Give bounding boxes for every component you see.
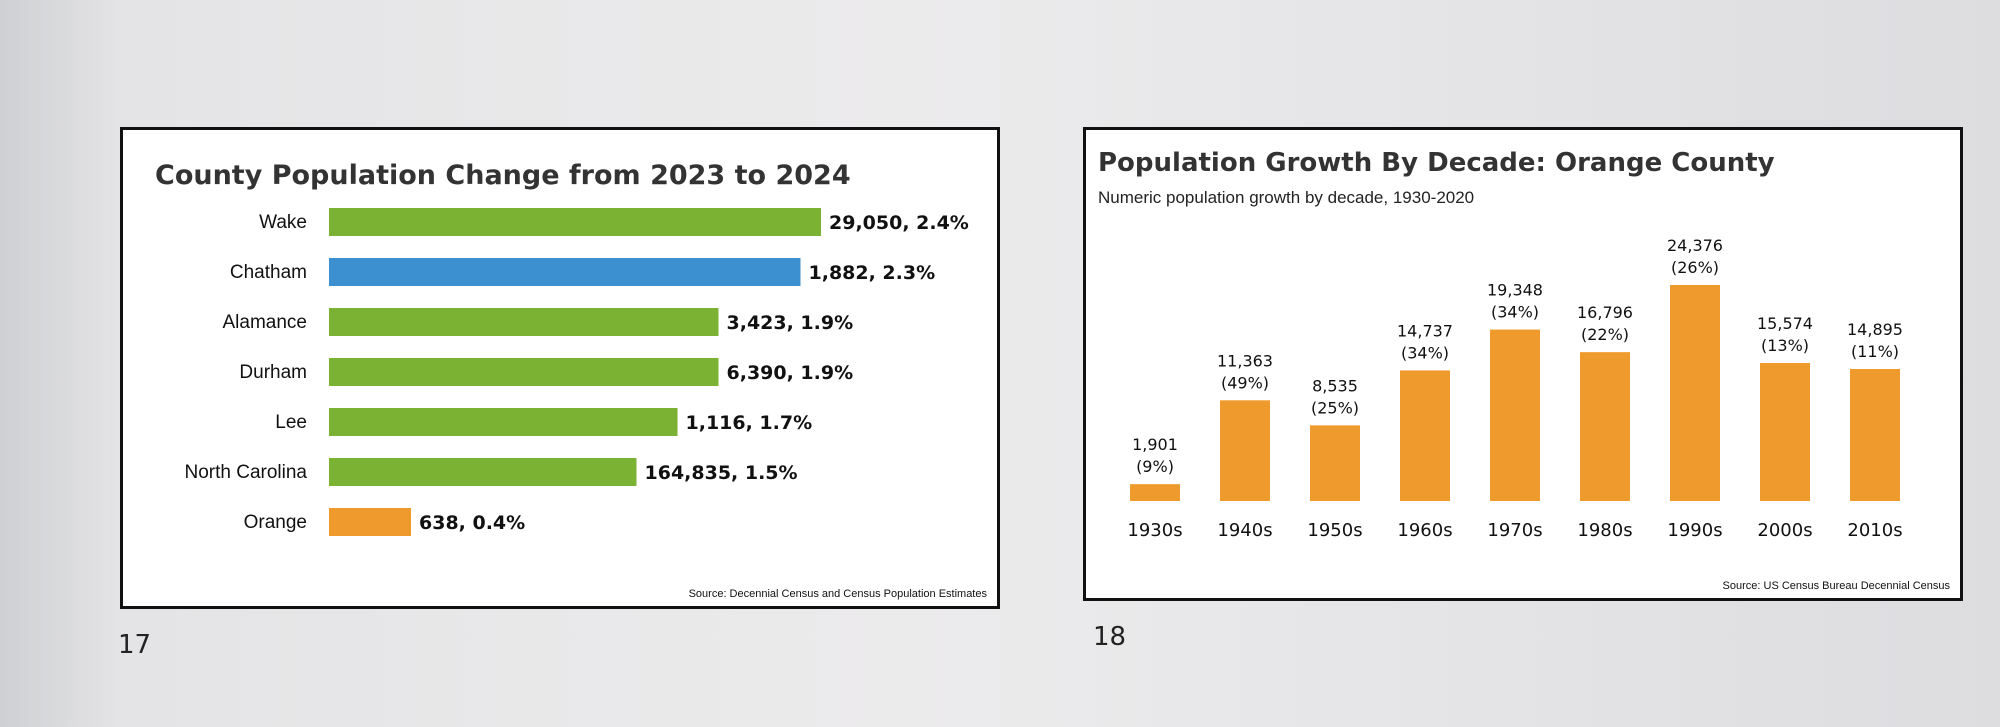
bar (329, 458, 637, 486)
horizontal-bar-plot: Wake 29,050, 2.4% Chatham 1,882, 2.3% Alaman… (185, 208, 969, 536)
category-label: 1980s (1577, 520, 1632, 541)
value-label: 24,376 (1667, 236, 1723, 255)
category-label: 1990s (1667, 520, 1722, 541)
category-label: 2010s (1847, 520, 1902, 541)
column (1400, 370, 1450, 501)
percent-label: (26%) (1671, 258, 1719, 277)
column (1130, 484, 1180, 501)
value-label: 11,363 (1217, 351, 1273, 370)
chart-source: Source: Decennial Census and Census Popu… (688, 588, 987, 600)
category-label: 1950s (1307, 520, 1362, 541)
chart-source: Source: US Census Bureau Decennial Censu… (1722, 580, 1950, 592)
category-label: 2000s (1757, 520, 1812, 541)
column (1310, 425, 1360, 501)
value-label: 16,796 (1577, 303, 1633, 322)
percent-label: (11%) (1851, 342, 1899, 361)
bar (329, 208, 821, 236)
value-label: 14,895 (1847, 320, 1903, 339)
page-number-left: 17 (118, 630, 152, 660)
data-label: 6,390, 1.9% (727, 362, 854, 384)
column (1580, 352, 1630, 501)
percent-label: (25%) (1311, 398, 1359, 417)
percent-label: (9%) (1136, 457, 1174, 476)
chart-title: Population Growth By Decade: Orange Coun… (1098, 148, 1775, 178)
percent-label: (34%) (1491, 303, 1539, 322)
value-label: 14,737 (1397, 321, 1453, 340)
column (1850, 369, 1900, 501)
column (1670, 285, 1720, 501)
category-label: Chatham (230, 262, 307, 283)
data-label: 3,423, 1.9% (727, 312, 854, 334)
percent-label: (13%) (1761, 336, 1809, 355)
data-label: 638, 0.4% (419, 512, 525, 534)
column (1760, 362, 1810, 501)
bar (329, 358, 719, 386)
percent-label: (34%) (1401, 343, 1449, 362)
bar (329, 408, 678, 436)
category-label: 1930s (1127, 520, 1182, 541)
data-label: 1,882, 2.3% (809, 262, 936, 284)
category-label: North Carolina (185, 462, 308, 483)
bar (329, 308, 719, 336)
county-population-change-chart: County Population Change from 2023 to 20… (120, 127, 1000, 609)
value-label: 1,901 (1132, 435, 1178, 454)
data-label: 164,835, 1.5% (645, 462, 798, 484)
category-label: Orange (244, 512, 307, 533)
category-label: Alamance (223, 312, 308, 333)
value-label: 19,348 (1487, 281, 1543, 300)
category-label: Durham (239, 362, 307, 383)
vertical-bar-plot: 1,901 (9%) 1930s 11,363 (49%) 1940s 8,535 (25%)… (1127, 236, 1903, 541)
category-label: 1970s (1487, 520, 1542, 541)
column (1490, 329, 1540, 501)
category-label: Wake (259, 212, 307, 233)
data-label: 29,050, 2.4% (829, 212, 969, 234)
bar (329, 508, 411, 536)
value-label: 15,574 (1757, 314, 1813, 333)
chart-title: County Population Change from 2023 to 20… (155, 160, 851, 191)
percent-label: (22%) (1581, 325, 1629, 344)
orange-county-growth-chart: Population Growth By Decade: Orange Coun… (1083, 127, 1963, 601)
category-label: 1960s (1397, 520, 1452, 541)
chart-subtitle: Numeric population growth by decade, 193… (1098, 188, 1475, 207)
value-label: 8,535 (1312, 376, 1358, 395)
column (1220, 400, 1270, 501)
category-label: 1940s (1217, 520, 1272, 541)
percent-label: (49%) (1221, 373, 1269, 392)
page-number-right: 18 (1093, 622, 1127, 652)
data-label: 1,116, 1.7% (686, 412, 813, 434)
category-label: Lee (275, 412, 307, 433)
bar (329, 258, 801, 286)
